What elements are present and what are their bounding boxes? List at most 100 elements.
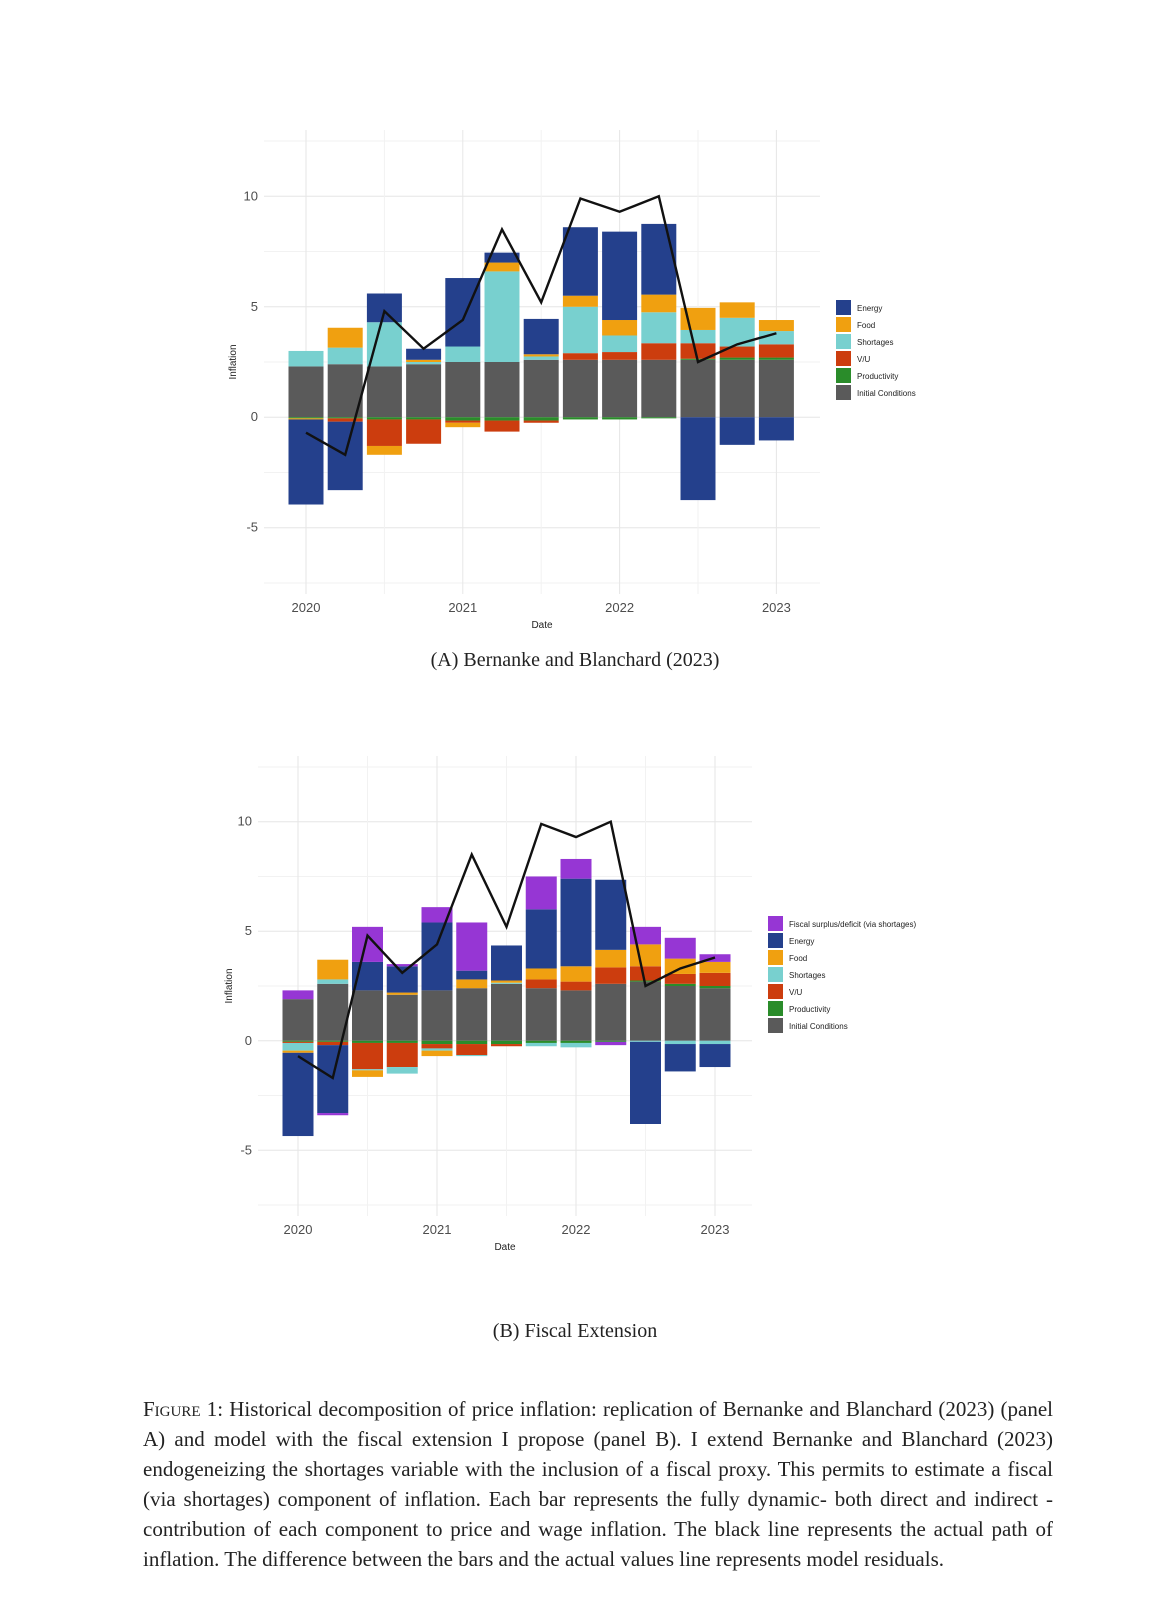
legend-label-energy: Energy: [789, 937, 814, 946]
bar-energy-4: [386, 966, 418, 993]
bar-initial-conditions-4: [406, 364, 442, 418]
bar-v-u-3: [352, 1042, 383, 1070]
bar-energy-13: [699, 1044, 731, 1068]
bar-productivity-7: [491, 1040, 522, 1045]
bar-food-13: [758, 320, 794, 332]
bar-food-3: [366, 445, 402, 455]
bar-productivity-10: [641, 417, 677, 419]
bar-v-u-12: [719, 346, 755, 358]
bar-shortages-11: [680, 329, 716, 344]
bar-initial-conditions-11: [630, 981, 661, 1041]
y-axis-title: Inflation: [228, 344, 239, 379]
bar-v-u-2: [327, 418, 363, 422]
bar-shortages-10: [641, 312, 677, 344]
y-tick-label: 0: [251, 409, 258, 424]
x-tick-label: 2022: [605, 600, 634, 615]
bar-productivity-12: [719, 357, 755, 360]
bar-shortages-13: [699, 1040, 731, 1045]
bar-v-u-9: [560, 981, 592, 991]
bar-energy-1: [288, 419, 324, 505]
legend-label-food: Food: [857, 321, 875, 330]
y-tick-label: 0: [245, 1033, 252, 1048]
bar-productivity-8: [562, 417, 598, 420]
bar-energy-12: [664, 1044, 696, 1072]
bar-initial-conditions-1: [288, 366, 324, 418]
bar-initial-conditions-3: [366, 366, 402, 418]
bar-food-9: [560, 966, 592, 982]
bar-v-u-3: [366, 419, 402, 446]
bar-initial-conditions-10: [641, 359, 677, 418]
bar-productivity-2: [317, 1040, 349, 1042]
y-tick-label: -5: [240, 1142, 252, 1157]
legend-label-v-u: V/U: [789, 988, 803, 997]
bar-v-u-4: [386, 1042, 418, 1068]
legend-swatch-productivity: [836, 368, 851, 383]
bar-initial-conditions-12: [664, 986, 696, 1041]
legend-swatch-initial-conditions: [768, 1018, 783, 1033]
bar-productivity-13: [699, 986, 731, 989]
bar-energy-13: [758, 417, 794, 441]
bar-food-12: [719, 302, 755, 318]
bar-initial-conditions-10: [595, 983, 627, 1041]
x-tick-label: 2021: [448, 600, 477, 615]
actual-inflation-line: [305, 194, 777, 457]
bar-shortages-9: [602, 335, 638, 353]
bar-productivity-10: [595, 1040, 627, 1042]
bar-fiscal-surplus-deficit-via-shortages-8: [525, 876, 557, 910]
bar-v-u-8: [562, 353, 598, 360]
bar-initial-conditions-9: [602, 359, 638, 418]
bar-energy-8: [525, 909, 557, 969]
bar-fiscal-surplus-deficit-via-shortages-10: [595, 1041, 627, 1046]
x-axis-title: Date: [494, 1242, 516, 1253]
bar-fiscal-surplus-deficit-via-shortages-3: [352, 926, 383, 962]
legend-label-productivity: Productivity: [789, 1005, 830, 1014]
caption-panel-a-label: (A): [430, 649, 459, 671]
legend-label-initial-conditions: Initial Conditions: [857, 389, 916, 398]
bar-productivity-4: [386, 1040, 418, 1043]
legend-label-shortages: Shortages: [789, 971, 825, 980]
bar-productivity-3: [352, 1040, 383, 1043]
bar-productivity-4: [406, 417, 442, 420]
bar-food-10: [595, 949, 627, 968]
legend-label-energy: Energy: [857, 304, 882, 313]
bar-energy-3: [366, 293, 402, 323]
legend-label-shortages: Shortages: [857, 338, 893, 347]
x-tick-label: 2020: [292, 600, 321, 615]
bar-shortages-5: [445, 346, 481, 362]
bar-fiscal-surplus-deficit-via-shortages-4: [386, 964, 418, 967]
bar-v-u-4: [406, 419, 442, 444]
legend-swatch-energy: [836, 300, 851, 315]
bar-initial-conditions-13: [699, 988, 731, 1041]
bar-shortages-8: [562, 306, 598, 354]
bar-productivity-2: [327, 417, 363, 419]
bar-energy-9: [560, 878, 592, 967]
bar-fiscal-surplus-deficit-via-shortages-9: [560, 858, 592, 879]
bar-food-9: [602, 320, 638, 336]
y-tick-label: 10: [244, 188, 258, 203]
bar-v-u-2: [317, 1041, 349, 1046]
bar-energy-12: [719, 417, 755, 445]
legend-swatch-food: [836, 317, 851, 332]
bar-v-u-9: [602, 352, 638, 360]
legend-swatch-shortages: [836, 334, 851, 349]
bar-shortages-8: [525, 1042, 557, 1047]
legend-swatch-food: [768, 950, 783, 965]
y-axis-title: Inflation: [224, 968, 235, 1003]
bar-energy-5: [421, 922, 453, 991]
bar-v-u-12: [664, 973, 696, 984]
bar-initial-conditions-1: [282, 999, 314, 1041]
y-tick-label: 10: [238, 814, 252, 829]
bar-energy-5: [445, 278, 481, 347]
legend-swatch-shortages: [768, 967, 783, 982]
bar-fiscal-surplus-deficit-via-shortages-11: [630, 926, 661, 945]
figure-caption-label: Figure 1:: [143, 1397, 224, 1421]
bar-food-1: [288, 418, 324, 420]
bar-energy-7: [491, 945, 522, 981]
caption-panel-a-text: Bernanke and Blanchard (2023): [463, 649, 720, 671]
bar-food-13: [699, 961, 731, 973]
actual-inflation-line: [297, 820, 716, 1080]
bar-food-2: [317, 959, 349, 980]
bar-shortages-4: [386, 1067, 418, 1074]
bar-fiscal-surplus-deficit-via-shortages-5: [421, 907, 453, 923]
bar-food-4: [386, 992, 418, 995]
